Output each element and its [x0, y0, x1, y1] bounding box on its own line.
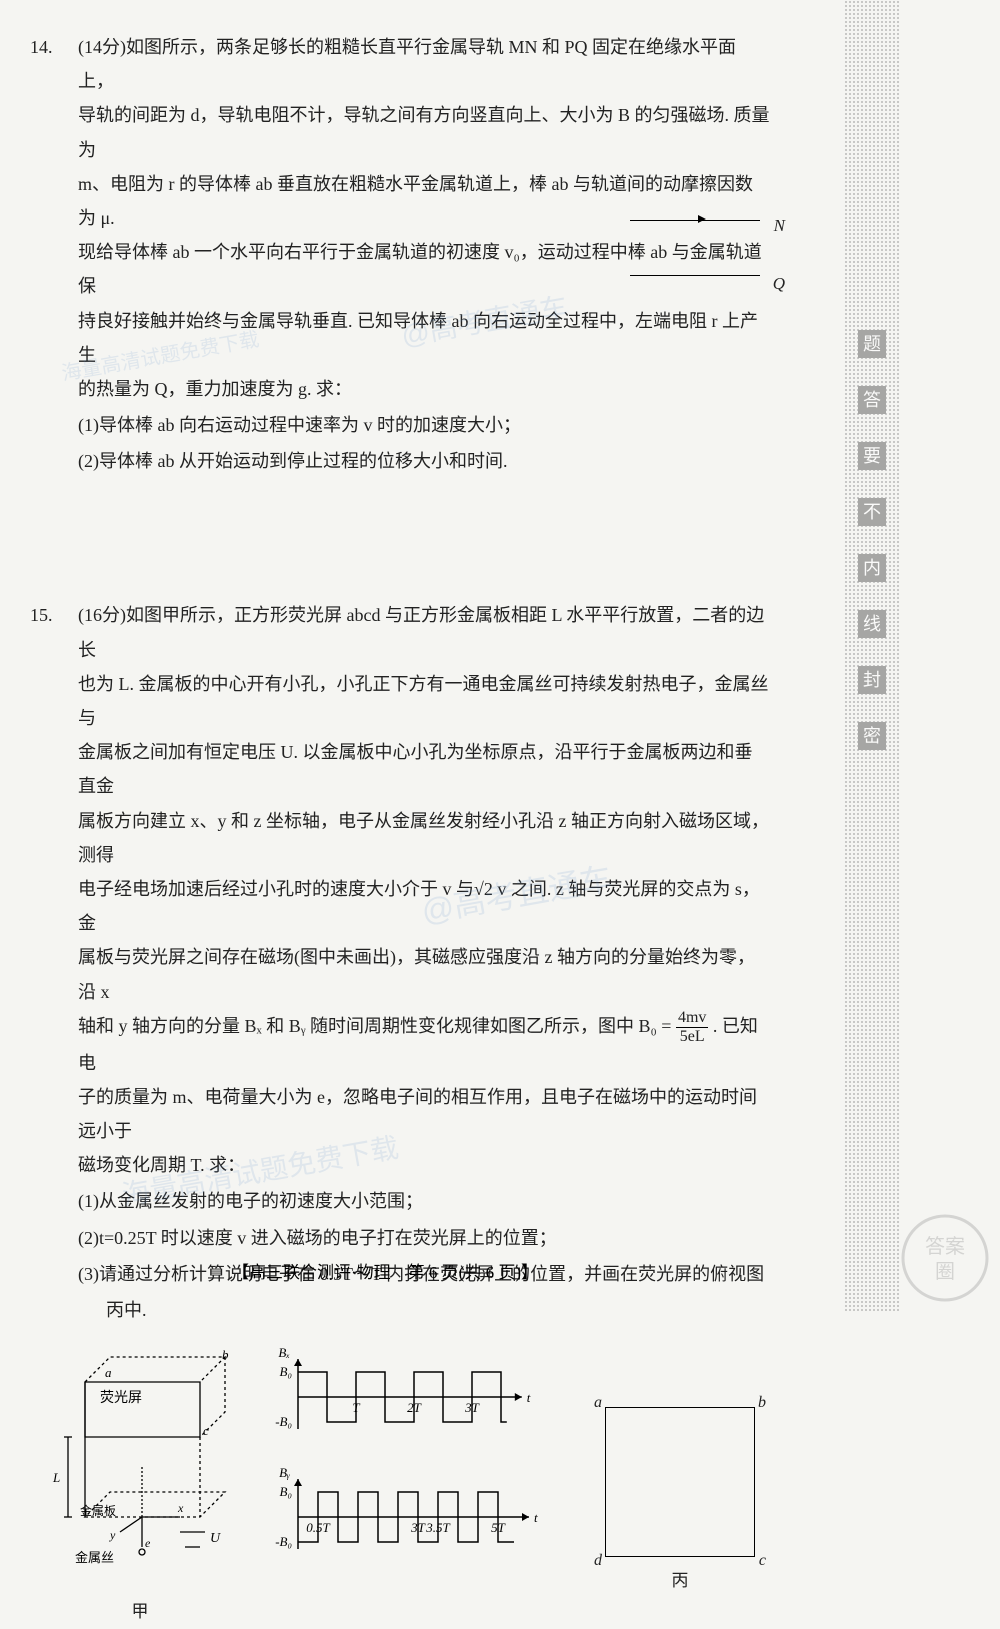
svg-text:B₀: B₀	[280, 1364, 292, 1379]
binding-strip: 题答要不内线封密	[844, 0, 900, 1313]
strip-chars: 题答要不内线封密	[858, 330, 886, 750]
lbl-b: b	[222, 1347, 229, 1362]
corner-c: c	[759, 1546, 766, 1576]
p15-l8: 子的质量为 m、电荷量大小为 e，忽略电子间的相互作用，且电子在磁场中的运动时间…	[78, 1087, 757, 1141]
strip-char: 封	[858, 666, 886, 694]
lbl-x: x	[177, 1501, 184, 1515]
svg-text:Bᵧ: Bᵧ	[279, 1465, 290, 1480]
p15-sub2: (2)t=0.25T 时以速度 v 进入磁场的电子打在荧光屏上的位置；	[78, 1221, 770, 1255]
svg-text:2T: 2T	[407, 1400, 422, 1415]
p14-l2: 导轨的间距为 d，导轨电阻不计，导轨之间有方向竖直向上、大小为 B 的匀强磁场.…	[78, 105, 770, 159]
page-footer: 【高三联合测评·物理 第 6 页(共 6 页)】	[0, 1258, 770, 1283]
p15-l1: 如图甲所示，正方形荧光屏 abcd 与正方形金属板相距 L 水平平行放置，二者的…	[78, 605, 764, 659]
problem-14-number: 14.	[30, 30, 53, 64]
p15-l9: 磁场变化周期 T. 求：	[78, 1155, 245, 1175]
lbl-U: U	[210, 1531, 221, 1546]
problem-14: 14. (14分)如图所示，两条足够长的粗糙长直平行金属导轨 MN 和 PQ 固…	[30, 30, 770, 478]
lbl-c: c	[203, 1423, 209, 1438]
strip-char: 不	[858, 498, 886, 526]
page: 14. (14分)如图所示，两条足够长的粗糙长直平行金属导轨 MN 和 PQ 固…	[0, 0, 1000, 1313]
svg-text:B₀: B₀	[280, 1484, 292, 1499]
problem-15-number: 15.	[30, 598, 53, 632]
strip-char: 答	[858, 386, 886, 414]
lbl-screen: 荧光屏	[100, 1389, 142, 1406]
diagram-yi: BₓB₀-B₀tT2T3T BᵧB₀-B₀t0.5T3T3.5T5T	[260, 1347, 540, 1588]
square-bing: a b c d	[605, 1407, 755, 1557]
p15-sub3b: 丙中.	[78, 1293, 770, 1327]
diagram-jia: a b c 荧光屏 L 金属板 y x e 金属丝 U 甲	[50, 1347, 230, 1628]
strip-char: 题	[858, 330, 886, 358]
p14-num: 14.	[30, 37, 53, 57]
corner-b: b	[758, 1388, 766, 1418]
svg-text:5T: 5T	[491, 1520, 506, 1535]
p14-l6: 的热量为 Q，重力加速度为 g. 求：	[78, 379, 352, 399]
lbl-plate: 金属板	[80, 1503, 116, 1518]
badge-bottom: 圈	[935, 1261, 955, 1283]
problem-15-body: 15. (16分)如图甲所示，正方形荧光屏 abcd 与正方形金属板相距 L 水…	[30, 598, 770, 1327]
svg-text:t: t	[534, 1510, 538, 1525]
svg-text:-B₀: -B₀	[275, 1534, 292, 1549]
p14-sub1: (1)导体棒 ab 向右运动过程中速率为 v 时的加速度大小；	[78, 408, 770, 442]
corner-a: a	[594, 1388, 602, 1418]
p15-num: 15.	[30, 605, 53, 625]
p15-l5: 电子经电场加速后经过小孔时的速度大小介于 v 与√2 v 之间. z 轴与荧光屏…	[78, 879, 760, 933]
answer-badge-icon: 答案 圈	[900, 1213, 990, 1303]
strip-char: 线	[858, 610, 886, 638]
lbl-y: y	[109, 1528, 116, 1542]
p14-sub2: (2)导体棒 ab 从开始运动到停止过程的位移大小和时间.	[78, 444, 770, 478]
diagrams-row: a b c 荧光屏 L 金属板 y x e 金属丝 U 甲	[30, 1347, 770, 1628]
strip-char: 密	[858, 722, 886, 750]
p15-l7a: 轴和 y 轴方向的分量 Bₓ 和 Bᵧ 随时间周期性变化规律如图乙所示，图中 B…	[78, 1016, 676, 1036]
fraction-b0: 4mv 5eL	[676, 1009, 708, 1045]
rail-arrow-icon	[698, 215, 706, 223]
p15-l4: 属板方向建立 x、y 和 z 坐标轴，电子从金属丝发射经小孔沿 z 轴正方向射入…	[78, 811, 769, 865]
frac-den: 5eL	[676, 1028, 708, 1046]
p14-score: (14分)	[78, 37, 126, 57]
strip-char: 要	[858, 442, 886, 470]
label-bing: 丙	[590, 1565, 770, 1597]
lbl-a: a	[105, 1365, 112, 1380]
rail-label-n: N	[774, 210, 785, 242]
p15-score: (16分)	[78, 605, 126, 625]
svg-text:t: t	[527, 1390, 531, 1405]
content-area: 14. (14分)如图所示，两条足够长的粗糙长直平行金属导轨 MN 和 PQ 固…	[30, 30, 770, 1629]
p14-l1: 如图所示，两条足够长的粗糙长直平行金属导轨 MN 和 PQ 固定在绝缘水平面上，	[78, 37, 736, 91]
frac-num: 4mv	[676, 1009, 708, 1028]
lbl-e: e	[145, 1536, 151, 1550]
corner-d: d	[594, 1546, 602, 1576]
lbl-L: L	[52, 1470, 60, 1485]
label-jia: 甲	[50, 1596, 230, 1628]
svg-text:3.5T: 3.5T	[425, 1520, 450, 1535]
cube-svg: a b c 荧光屏 L 金属板 y x e 金属丝 U	[50, 1347, 230, 1577]
rail-top	[630, 220, 760, 221]
p15-sub1: (1)从金属丝发射的电子的初速度大小范围；	[78, 1184, 770, 1218]
svg-text:Bₓ: Bₓ	[278, 1347, 290, 1360]
svg-text:-B₀: -B₀	[275, 1414, 292, 1429]
svg-text:T: T	[352, 1400, 360, 1415]
y-axis	[120, 1517, 142, 1532]
rail-bottom	[630, 275, 760, 276]
p15-l3: 金属板之间加有恒定电压 U. 以金属板中心小孔为坐标原点，沿平行于金属板两边和垂…	[78, 742, 753, 796]
p14-l5: 持良好接触并始终与金属导轨垂直. 已知导体棒 ab 向右运动全过程中，左端电阻 …	[78, 311, 758, 365]
rail-label-q: Q	[773, 268, 785, 300]
p15-l6: 属板与荧光屏之间存在磁场(图中未画出)，其磁感应强度沿 z 轴方向的分量始终为零…	[78, 947, 755, 1001]
diagram-bing: a b c d 丙	[590, 1407, 770, 1597]
svg-text:0.5T: 0.5T	[306, 1520, 330, 1535]
bx-chart: Bₓ B₀ -B₀ t T 2T 3T	[275, 1347, 531, 1429]
lbl-wire: 金属丝	[75, 1550, 114, 1565]
rails-diagram: N Q	[630, 220, 780, 290]
waveform-svg: BₓB₀-B₀tT2T3T BᵧB₀-B₀t0.5T3T3.5T5T	[260, 1347, 540, 1577]
svg-text:3T: 3T	[464, 1400, 480, 1415]
by-chart: Bᵧ B₀ -B₀ t 0.5T 3T3.5T 5T	[275, 1465, 538, 1549]
p15-l2: 也为 L. 金属板的中心开有小孔，小孔正下方有一通电金属丝可持续发射热电子，金属…	[78, 674, 769, 728]
badge-top: 答案	[925, 1235, 965, 1258]
svg-text:3T: 3T	[410, 1520, 426, 1535]
strip-char: 内	[858, 554, 886, 582]
problem-15: 15. (16分)如图甲所示，正方形荧光屏 abcd 与正方形金属板相距 L 水…	[30, 598, 770, 1628]
